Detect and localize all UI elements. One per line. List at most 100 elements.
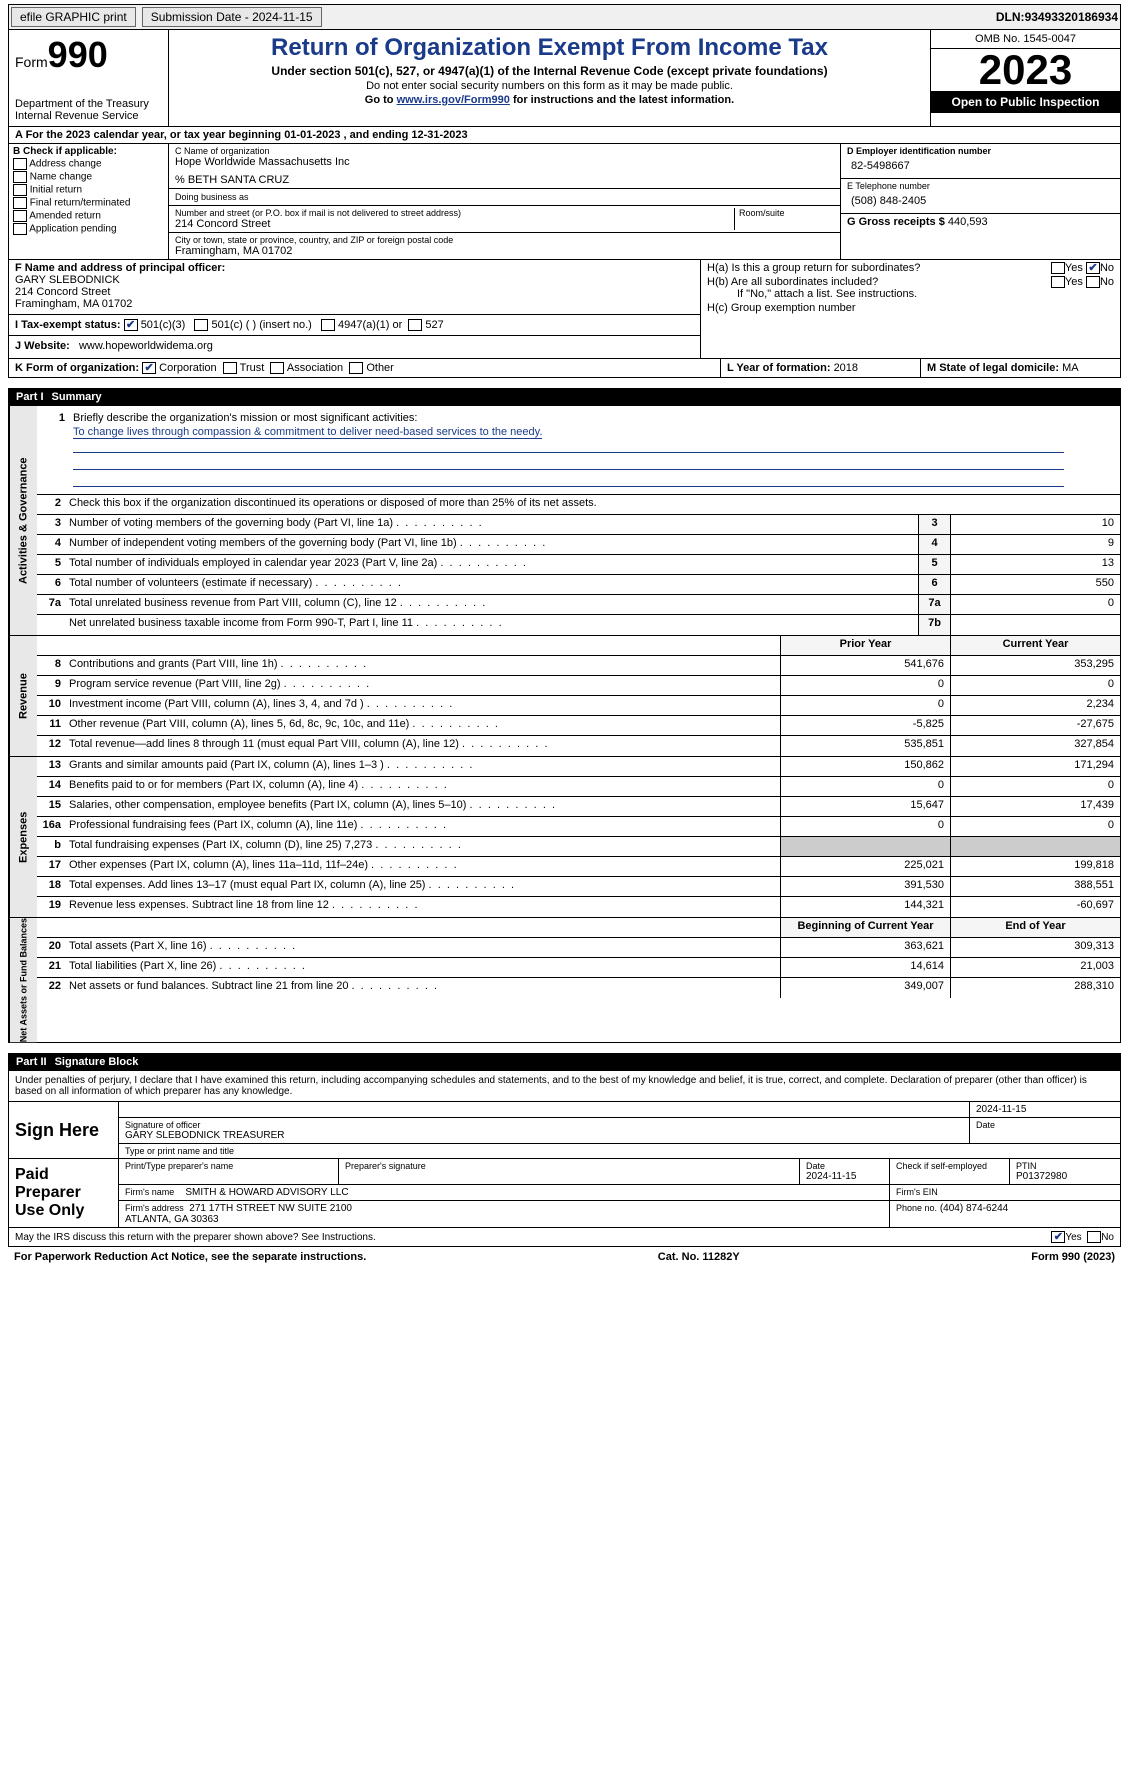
summary-line: 14Benefits paid to or for members (Part … [37,777,1120,797]
city-state-zip: Framingham, MA 01702 [175,245,834,257]
signature-block: Under penalties of perjury, I declare th… [8,1071,1121,1247]
care-of: % BETH SANTA CRUZ [175,174,834,186]
summary-line: 13Grants and similar amounts paid (Part … [37,757,1120,777]
officer-label: F Name and address of principal officer: [15,262,225,274]
part-1-header: Part I Summary [8,388,1121,406]
summary-line: 20Total assets (Part X, line 16)363,6213… [37,938,1120,958]
row-klm: K Form of organization: Corporation Trus… [8,359,1121,378]
street-address: 214 Concord Street [175,218,734,230]
summary-line: 21Total liabilities (Part X, line 26)14,… [37,958,1120,978]
mission-text: To change lives through compassion & com… [73,426,542,439]
q2-label: Check this box if the organization disco… [65,495,1120,514]
cb-discuss-no[interactable] [1087,1231,1101,1243]
summary-line: 4Number of independent voting members of… [37,535,1120,555]
year-formation-label: L Year of formation: [727,362,834,374]
firm-ein-label: Firm's EIN [890,1185,1120,1200]
room-label: Room/suite [739,208,834,218]
paperwork-notice: For Paperwork Reduction Act Notice, see … [14,1251,366,1263]
goto-suffix: for instructions and the latest informat… [513,94,734,106]
cb-discuss-yes[interactable] [1051,1231,1065,1243]
form-number: Form990 [15,34,162,76]
dln-value: 93493320186934 [1025,10,1118,24]
dln-label: DLN: [996,10,1025,24]
entity-block-1: B Check if applicable: Address change Na… [8,144,1121,260]
summary-line: 8Contributions and grants (Part VIII, li… [37,656,1120,676]
city-label: City or town, state or province, country… [175,235,834,245]
summary-line: 9Program service revenue (Part VIII, lin… [37,676,1120,696]
summary-line: 7aTotal unrelated business revenue from … [37,595,1120,615]
page-footer: For Paperwork Reduction Act Notice, see … [8,1247,1121,1267]
summary-line: 10Investment income (Part VIII, column (… [37,696,1120,716]
cb-application-pending[interactable]: Application pending [13,223,164,235]
cb-ha-yes[interactable] [1051,262,1065,274]
summary-line: 18Total expenses. Add lines 13–17 (must … [37,877,1120,897]
officer-signature-name: GARY SLEBODNICK TREASURER [125,1130,963,1141]
dba-label: Doing business as [175,192,249,202]
sign-here-label: Sign Here [9,1102,119,1158]
sig-officer-label: Signature of officer [125,1120,963,1130]
open-inspection-label: Open to Public Inspection [931,91,1120,113]
perjury-statement: Under penalties of perjury, I declare th… [9,1071,1120,1102]
phone-value: (508) 848-2405 [847,191,1114,211]
cb-amended-return[interactable]: Amended return [13,210,164,222]
form-header: Form990 Department of the Treasury Inter… [8,30,1121,127]
tax-exempt-label: I Tax-exempt status: [15,319,121,331]
cb-association[interactable] [270,362,284,374]
hdr-beginning-year: Beginning of Current Year [780,918,950,937]
website-value: www.hopeworldwidema.org [79,340,213,352]
side-net-assets: Net Assets or Fund Balances [9,918,37,1042]
check-self-employed[interactable]: Check if self-employed [890,1159,1010,1184]
q1-label: Briefly describe the organization's miss… [69,410,1116,426]
cb-final-return[interactable]: Final return/terminated [13,197,164,209]
phone-label: E Telephone number [847,181,1114,191]
cb-501c[interactable] [194,319,208,331]
preparer-phone: (404) 874-6244 [940,1203,1008,1214]
cb-4947[interactable] [321,319,335,331]
ein-value: 82-5498667 [847,156,1114,176]
cb-527[interactable] [408,319,422,331]
cb-trust[interactable] [223,362,237,374]
instructions-link[interactable]: www.irs.gov/Form990 [397,94,510,106]
cat-no: Cat. No. 11282Y [658,1251,740,1263]
org-name-label: C Name of organization [175,146,834,156]
efile-print-button[interactable]: efile GRAPHIC print [11,7,136,27]
type-name-label: Type or print name and title [119,1144,1120,1158]
gross-receipts-label: G Gross receipts $ [847,216,948,228]
summary-line: Net unrelated business taxable income fr… [37,615,1120,635]
tax-year: 2023 [931,49,1120,91]
side-expenses: Expenses [9,757,37,917]
cb-ha-no[interactable] [1086,262,1100,274]
summary-line: 17Other expenses (Part IX, column (A), l… [37,857,1120,877]
side-revenue: Revenue [9,636,37,756]
cb-address-change[interactable]: Address change [13,158,164,170]
cb-initial-return[interactable]: Initial return [13,184,164,196]
form-subtitle: Under section 501(c), 527, or 4947(a)(1)… [175,64,924,78]
addr-label: Number and street (or P.O. box if mail i… [175,208,734,218]
summary-line: 3Number of voting members of the governi… [37,515,1120,535]
domicile-value: MA [1062,362,1079,374]
cb-corporation[interactable] [142,362,156,374]
row-a-tax-year: A For the 2023 calendar year, or tax yea… [8,127,1121,144]
submission-date-button[interactable]: Submission Date - 2024-11-15 [142,7,322,27]
submission-date: 2024-11-15 [252,10,313,24]
date-label: Date [970,1118,1120,1143]
discuss-label: May the IRS discuss this return with the… [15,1232,1051,1243]
firm-name: SMITH & HOWARD ADVISORY LLC [185,1187,348,1198]
summary-line: 16aProfessional fundraising fees (Part I… [37,817,1120,837]
form-org-label: K Form of organization: [15,362,139,374]
cb-other[interactable] [349,362,363,374]
hdr-current-year: Current Year [950,636,1120,655]
cb-name-change[interactable]: Name change [13,171,164,183]
hdr-prior-year: Prior Year [780,636,950,655]
ha-label: H(a) Is this a group return for subordin… [707,262,1051,274]
cb-hb-yes[interactable] [1051,276,1065,288]
summary-line: 22Net assets or fund balances. Subtract … [37,978,1120,998]
part-2-header: Part II Signature Block [8,1053,1121,1071]
gross-receipts-value: 440,593 [948,216,988,228]
cb-hb-no[interactable] [1086,276,1100,288]
cb-501c3[interactable] [124,319,138,331]
year-formation-value: 2018 [834,362,858,374]
org-name: Hope Worldwide Massachusetts Inc [175,156,834,168]
domicile-label: M State of legal domicile: [927,362,1062,374]
summary-line: 6Total number of volunteers (estimate if… [37,575,1120,595]
